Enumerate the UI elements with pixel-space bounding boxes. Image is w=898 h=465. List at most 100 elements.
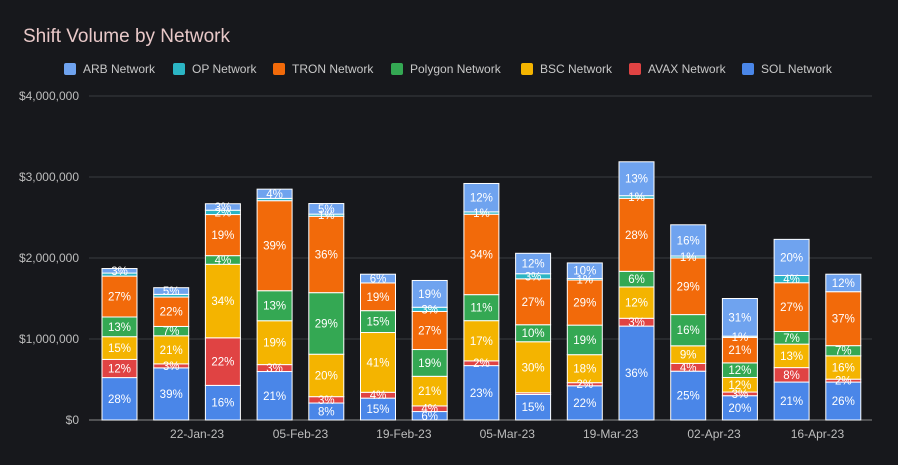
data-label-sol-network: 23% <box>470 388 493 400</box>
data-label-op-network: 1% <box>628 192 645 204</box>
bar-segment-bsc-network <box>256 320 293 366</box>
bar-segment-bsc-network <box>308 353 345 398</box>
data-label-polygon-network: 10% <box>522 328 545 340</box>
data-label-sol-network: 6% <box>421 411 438 423</box>
legend-label: TRON Network <box>292 62 374 76</box>
data-label-polygon-network: 13% <box>263 301 286 313</box>
data-label-arb-network: 3% <box>111 266 128 278</box>
bar-segment-avax-network <box>204 337 241 386</box>
bar-05-feb-23 <box>256 188 293 421</box>
data-label-op-network: 3% <box>525 271 542 283</box>
data-label-bsc-network: 15% <box>108 343 131 355</box>
data-label-bsc-network: 13% <box>780 351 803 363</box>
legend-item-avax-network[interactable]: AVAX Network <box>629 62 727 76</box>
bar-segment-tron-network <box>515 278 552 326</box>
data-label-polygon-network: 11% <box>470 303 492 315</box>
data-label-tron-network: 28% <box>625 230 648 242</box>
bar-segment-arb-network <box>101 268 138 274</box>
legend-item-op-network[interactable]: OP Network <box>173 62 257 76</box>
data-label-sol-network: 36% <box>625 368 648 380</box>
bar-22-jan-23 <box>153 287 190 421</box>
x-tick-label: 16-Apr-23 <box>791 427 845 441</box>
bar-segment-tron-network <box>360 282 396 312</box>
bar-segment-bsc-network <box>204 263 241 339</box>
bar-segment-bsc-network <box>566 354 603 384</box>
y-axis: $0 $1,000,000 $2,000,000 $3,000,000 $4,000,0… <box>19 89 79 427</box>
data-label-arb-network: 5% <box>318 204 335 216</box>
data-label-polygon-network: 15% <box>366 317 389 329</box>
legend-swatch <box>273 63 285 75</box>
data-label-arb-network: 20% <box>780 252 803 264</box>
data-label-tron-network: 39% <box>263 241 286 253</box>
data-label-arb-network: 16% <box>677 235 700 247</box>
data-label-polygon-network: 6% <box>628 274 645 286</box>
legend-item-tron-network[interactable]: TRON Network <box>273 62 374 76</box>
data-label-arb-network: 5% <box>163 286 180 298</box>
data-label-avax-network: 4% <box>680 362 697 374</box>
data-label-polygon-network: 13% <box>108 322 131 334</box>
data-label-sol-network: 21% <box>780 396 803 408</box>
segment-labels: 28% 12% 15% 13% 27% 3% 39% 3% 21% 7% 22% 5% 16% 22% 34… <box>108 174 855 423</box>
data-label-polygon-network: 7% <box>163 326 180 338</box>
legend-swatch <box>391 63 403 75</box>
data-label-sol-network: 21% <box>263 391 286 403</box>
bar-16-apr-23 <box>773 238 810 421</box>
legend-item-sol-network[interactable]: SOL Network <box>742 62 833 76</box>
bar-segment-arb-network <box>463 182 500 213</box>
x-tick-label: 02-Apr-23 <box>687 427 741 441</box>
bar-02-apr-23 <box>670 224 707 421</box>
data-label-tron-network: 37% <box>832 314 855 326</box>
bar-segment-arb-network <box>360 273 396 284</box>
x-axis: 22-Jan-23 05-Feb-23 19-Feb-23 05-Mar-23 19-M… <box>170 427 844 441</box>
bar-segment-tron-network <box>721 336 758 364</box>
data-label-avax-network: 12% <box>108 364 131 376</box>
bar-segment-arb-network <box>153 287 190 295</box>
data-label-tron-network: 29% <box>573 298 596 310</box>
legend-item-polygon-network[interactable]: Polygon Network <box>391 62 502 76</box>
data-label-sol-network: 39% <box>160 389 183 401</box>
data-label-bsc-network: 12% <box>625 298 648 310</box>
data-label-tron-network: 21% <box>728 345 751 357</box>
data-label-tron-network: 19% <box>211 230 234 242</box>
bar-segment-tron-network <box>670 257 707 316</box>
data-label-arb-network: 12% <box>470 193 493 205</box>
data-label-arb-network: 3% <box>215 202 232 214</box>
data-label-bsc-network: 34% <box>211 296 234 308</box>
data-label-sol-network: 25% <box>677 391 700 403</box>
bar-segment-arb-network <box>411 279 448 308</box>
data-label-op-network: 2% <box>215 207 232 219</box>
data-label-bsc-network: 18% <box>573 364 596 376</box>
y-tick-label: $0 <box>66 413 80 427</box>
bar-12-mar-23 <box>515 252 552 421</box>
bar-19-feb-23 <box>360 273 396 421</box>
legend-label: AVAX Network <box>648 62 727 76</box>
data-label-avax-network: 8% <box>783 370 800 382</box>
data-label-arb-network: 10% <box>573 266 596 278</box>
data-label-sol-network: 15% <box>366 404 389 416</box>
bar-segment-polygon-network <box>256 290 293 322</box>
data-label-polygon-network: 19% <box>573 335 596 347</box>
bar-segment-sol-network <box>515 393 552 421</box>
data-label-avax-network: 2% <box>835 376 852 388</box>
bar-segment-sol-network <box>101 377 138 421</box>
bar-segment-tron-network <box>153 296 190 327</box>
bar-29-jan-23 <box>204 203 241 421</box>
data-label-avax-network: 3% <box>318 395 335 407</box>
data-label-arb-network: 12% <box>832 278 855 290</box>
legend: ARB Network OP Network TRON Network Polygon… <box>64 62 833 76</box>
data-label-tron-network: 27% <box>780 302 803 314</box>
data-label-tron-network: 22% <box>160 307 183 319</box>
legend-item-bsc-network[interactable]: BSC Network <box>521 62 613 76</box>
data-label-bsc-network: 9% <box>680 350 697 362</box>
bar-19-mar-23 <box>566 262 603 421</box>
bar-segment-arb-network <box>308 203 345 215</box>
legend-item-arb-network[interactable]: ARB Network <box>64 62 156 76</box>
data-label-polygon-network: 29% <box>315 318 338 330</box>
data-label-avax-network: 2% <box>473 358 490 370</box>
legend-swatch <box>521 63 533 75</box>
legend-swatch <box>173 63 185 75</box>
data-label-avax-network: 22% <box>211 357 234 369</box>
data-label-bsc-network: 12% <box>728 380 751 392</box>
bar-segment-sol-network <box>153 367 190 421</box>
